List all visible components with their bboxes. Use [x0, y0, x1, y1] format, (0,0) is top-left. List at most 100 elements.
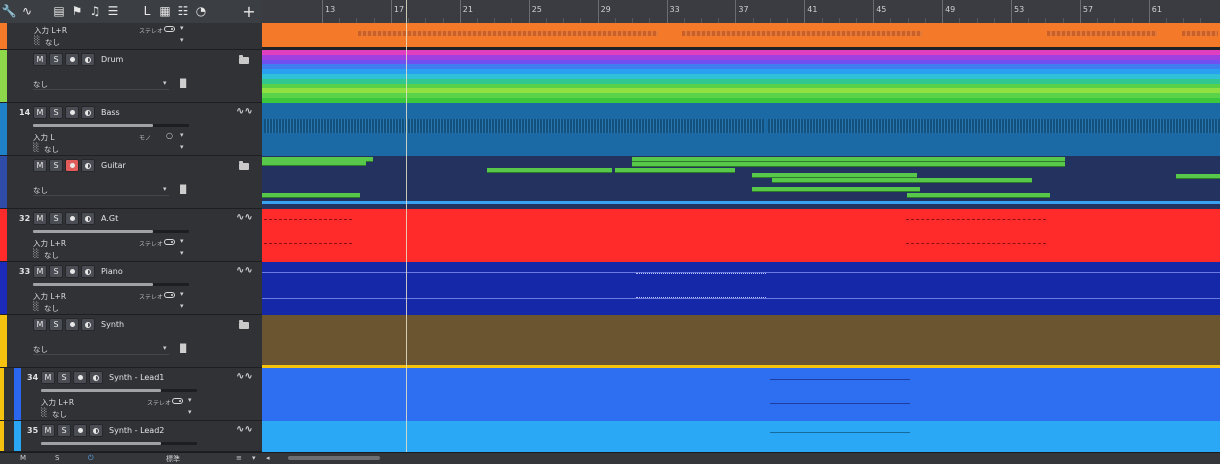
volume-slider[interactable]: [33, 124, 189, 127]
mute-button[interactable]: M: [33, 53, 47, 66]
solo-button[interactable]: S: [49, 318, 63, 331]
record-button[interactable]: [65, 265, 79, 278]
track-header-synth[interactable]: M S Synth なし ▾ ▐▌: [0, 315, 262, 368]
midi-clip[interactable]: [752, 187, 920, 192]
layout-icon[interactable]: ▤: [53, 4, 65, 18]
input-select[interactable]: 入力 L+R: [34, 26, 68, 35]
output-select[interactable]: なし: [33, 185, 169, 196]
track-name[interactable]: Synth - Lead1: [109, 373, 165, 382]
scroll-left-icon[interactable]: ◂: [266, 454, 270, 462]
track-color-stripe[interactable]: [0, 209, 7, 261]
drum-subtrack-lane[interactable]: [262, 78, 1220, 84]
output-select[interactable]: なし: [44, 304, 59, 313]
lane-synth-folder[interactable]: [262, 315, 1220, 368]
chevron-down-icon[interactable]: ▾: [180, 24, 184, 32]
playhead-cursor[interactable]: [406, 0, 407, 452]
track-name[interactable]: Bass: [101, 108, 120, 117]
lane-synth-lead1[interactable]: [262, 368, 1220, 421]
video-icon[interactable]: ▦: [159, 4, 171, 18]
record-button[interactable]: [73, 371, 87, 384]
monitor-toggle[interactable]: [164, 26, 175, 32]
track-name[interactable]: Drum: [101, 55, 124, 64]
monitor-toggle[interactable]: [164, 239, 175, 245]
folder-icon[interactable]: [239, 161, 249, 170]
solo-button[interactable]: S: [49, 265, 63, 278]
track-name[interactable]: Guitar: [101, 161, 126, 170]
channel-mode[interactable]: ステレオ: [139, 241, 164, 248]
monitor-button[interactable]: [81, 106, 95, 119]
chevron-down-icon[interactable]: ▾: [188, 396, 192, 404]
output-select[interactable]: なし: [44, 251, 59, 260]
audio-waveform[interactable]: [1182, 31, 1218, 36]
mute-button[interactable]: M: [33, 159, 47, 172]
automation-icon[interactable]: ∿: [21, 4, 33, 18]
audio-waveform[interactable]: [777, 31, 867, 36]
drum-subtrack-lane[interactable]: [262, 64, 1220, 70]
chevron-down-icon[interactable]: ▾: [180, 143, 184, 151]
midi-clip[interactable]: [487, 168, 612, 173]
waveform-icon[interactable]: ∿∿: [236, 265, 253, 276]
lead2-notes[interactable]: [770, 432, 910, 433]
mix-icon[interactable]: ☷: [177, 4, 189, 18]
global-mute-button[interactable]: M: [20, 454, 27, 462]
waveform-icon[interactable]: ∿∿: [236, 424, 253, 435]
output-select[interactable]: なし: [44, 145, 59, 154]
solo-button[interactable]: S: [49, 212, 63, 225]
monitor-button[interactable]: [81, 265, 95, 278]
track-color-stripe[interactable]: [0, 103, 7, 155]
input-select[interactable]: 入力 L: [33, 133, 55, 142]
chevron-down-icon[interactable]: ▾: [180, 302, 184, 310]
add-track-button[interactable]: +: [242, 2, 256, 21]
track-header-drum[interactable]: M S Drum なし ▾ ▐▌: [0, 50, 262, 103]
track-name[interactable]: Synth: [101, 320, 125, 329]
track-color-stripe[interactable]: [14, 368, 21, 420]
track-color-stripe[interactable]: [0, 262, 7, 314]
waveform-icon[interactable]: ∿∿: [236, 212, 253, 223]
synth-folder-bottom-line[interactable]: [262, 365, 1220, 368]
chevron-down-icon[interactable]: ▾: [180, 237, 184, 245]
mixer-icon[interactable]: ▐▌: [177, 344, 190, 353]
folder-icon[interactable]: [239, 320, 249, 329]
mixer-icon[interactable]: ▐▌: [177, 185, 190, 194]
chevron-down-icon[interactable]: ▾: [163, 79, 167, 87]
chevron-down-icon[interactable]: ▾: [180, 249, 184, 257]
waveform-icon[interactable]: ∿∿: [236, 371, 253, 382]
midi-clip[interactable]: [632, 162, 1065, 167]
track-color-stripe[interactable]: [0, 23, 7, 49]
drum-subtrack-lane[interactable]: [262, 98, 1220, 103]
arrange-view[interactable]: [262, 23, 1220, 452]
bass-waveform[interactable]: [768, 119, 1220, 133]
audio-waveform[interactable]: [358, 31, 658, 36]
track-header-bass[interactable]: 14 M S Bass ∿∿ 入力 L モノ ○ ▾ ░ なし ▾: [0, 103, 262, 156]
midi-clip[interactable]: [262, 161, 366, 166]
volume-slider[interactable]: [33, 230, 189, 233]
track-color-stripe[interactable]: [0, 156, 7, 208]
monitor-button[interactable]: [81, 318, 95, 331]
record-button[interactable]: [65, 318, 79, 331]
track-name[interactable]: A.Gt: [101, 214, 119, 223]
solo-button[interactable]: S: [49, 106, 63, 119]
bass-waveform[interactable]: [264, 119, 764, 133]
track-header-synth-lead1[interactable]: 34 M S Synth - Lead1 ∿∿ 入力 L+R ステレオ ▾ ░ なし ▾: [0, 368, 262, 421]
agt-waveform[interactable]: [906, 243, 1046, 245]
track-header-guitar[interactable]: M S Guitar なし ▾ ▐▌: [0, 156, 262, 209]
output-select[interactable]: なし: [52, 410, 67, 419]
mute-button[interactable]: M: [33, 265, 47, 278]
chevron-down-icon[interactable]: ▾: [252, 454, 256, 462]
track-name[interactable]: Piano: [101, 267, 123, 276]
output-select[interactable]: なし: [33, 79, 169, 90]
drum-subtrack-lane[interactable]: [262, 88, 1220, 94]
piano-lane-line[interactable]: [262, 272, 1220, 273]
record-button[interactable]: [65, 53, 79, 66]
mute-button[interactable]: M: [41, 371, 55, 384]
lyric-icon[interactable]: L: [143, 4, 151, 18]
drum-subtrack-lane[interactable]: [262, 74, 1220, 79]
guitar-folder-bottom-line[interactable]: [262, 201, 1220, 204]
drum-subtrack-lane[interactable]: [262, 83, 1220, 89]
mute-button[interactable]: M: [33, 212, 47, 225]
midi-clip[interactable]: [262, 193, 360, 198]
record-button[interactable]: [73, 424, 87, 437]
drum-subtrack-lane[interactable]: [262, 93, 1220, 98]
track-header-a-gt[interactable]: 32 M S A.Gt ∿∿ 入力 L+R ステレオ ▾ ░ なし ▾: [0, 209, 262, 262]
monitor-toggle[interactable]: [172, 398, 183, 404]
